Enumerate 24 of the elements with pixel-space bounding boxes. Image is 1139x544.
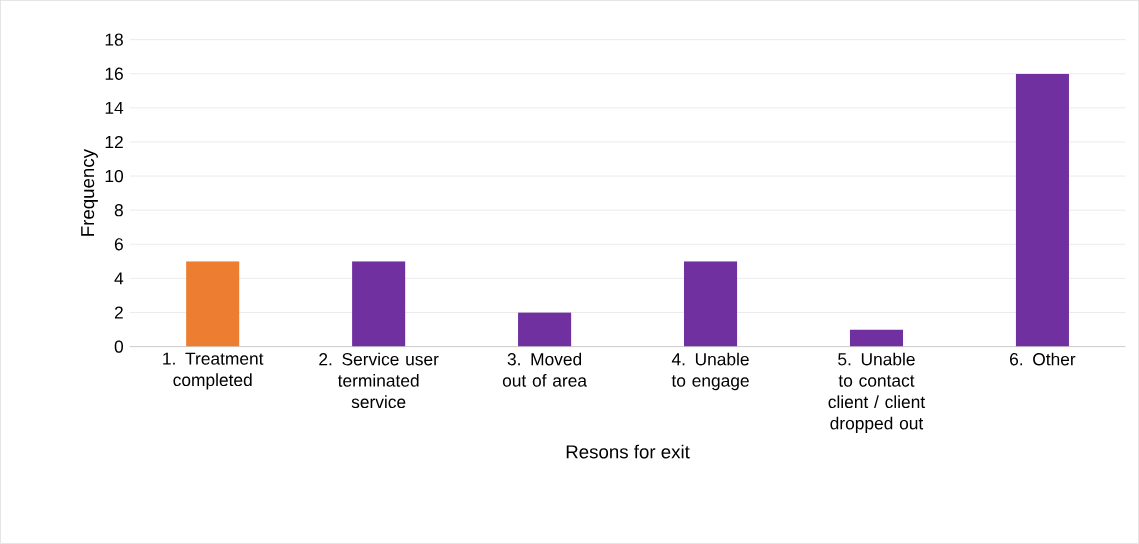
bar	[1015, 73, 1069, 347]
bar	[352, 261, 406, 347]
y-tick-label: 16	[105, 67, 123, 81]
y-tick-label: 6	[114, 238, 123, 251]
x-tick-label: 2. Service user terminated service	[319, 352, 439, 409]
y-tick-label: 4	[114, 272, 124, 285]
x-tick-label: 5. Unable to contact client / client dropped out	[828, 352, 926, 434]
bar	[683, 261, 738, 347]
x-axis-title: Resons for exit	[566, 444, 690, 459]
x-tick-label: 6. Other	[1010, 352, 1076, 366]
x-tick-label: 4. Unable to engage	[671, 352, 749, 391]
y-tick-label: 8	[114, 204, 123, 217]
y-tick-label: 2	[114, 306, 123, 319]
y-axis-title: Frequency	[81, 149, 98, 236]
y-tick-label: 10	[105, 170, 124, 183]
y-tick-label: 18	[105, 33, 123, 46]
x-tick-label: 1. Treatment completed	[163, 352, 264, 390]
bar	[849, 329, 904, 347]
y-tick-label: 0	[114, 340, 124, 353]
x-tick-label: 3. Moved out of area	[502, 352, 588, 387]
y-tick-label: 12	[105, 136, 123, 149]
y-tick-label: 14	[105, 102, 124, 114]
bar	[186, 261, 240, 347]
bar	[518, 312, 572, 347]
